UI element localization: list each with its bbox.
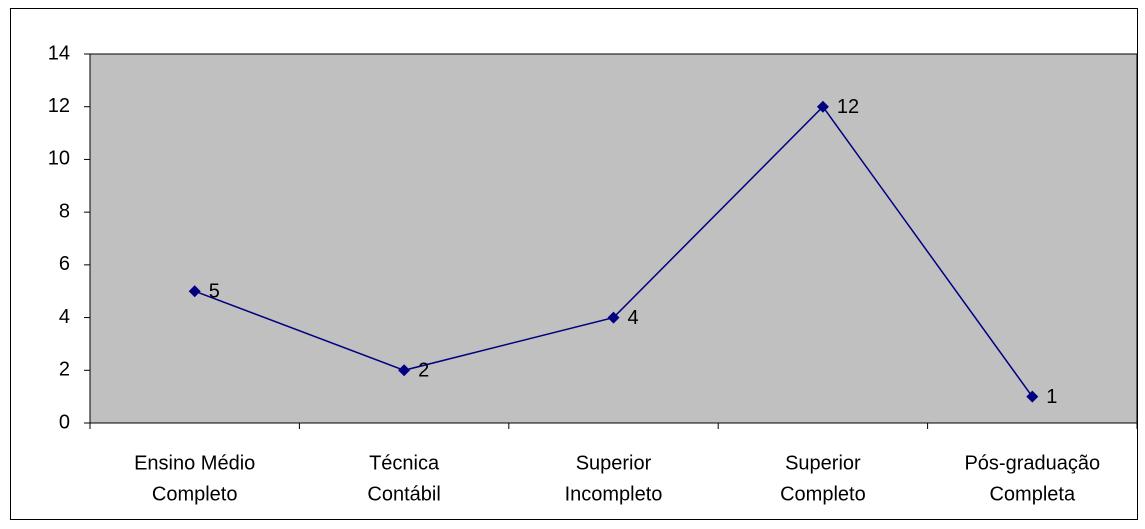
x-tick-label: Ensino Médio <box>134 452 255 474</box>
marker <box>398 364 411 377</box>
y-tick-label: 14 <box>48 42 70 64</box>
x-tick-label: Completo <box>780 483 866 505</box>
x-tick-label: Superior <box>576 452 652 474</box>
plot-area <box>89 53 1138 424</box>
data-label: 5 <box>209 280 220 302</box>
x-tick-label: Superior <box>785 452 861 474</box>
marker <box>1026 390 1039 403</box>
data-label: 1 <box>1046 386 1057 408</box>
y-tick-label: 2 <box>59 359 70 381</box>
x-tick-label: Pós-graduação <box>964 452 1100 474</box>
marker <box>816 100 829 113</box>
y-tick-label: 8 <box>59 200 70 222</box>
marker <box>607 311 620 324</box>
y-tick-label: 10 <box>48 148 70 170</box>
x-tick-label: Incompleto <box>565 483 663 505</box>
y-tick-label: 4 <box>59 306 70 328</box>
data-label: 12 <box>837 96 859 118</box>
data-label: 4 <box>628 307 639 329</box>
y-tick-label: 6 <box>59 253 70 275</box>
y-tick-label: 0 <box>59 411 70 433</box>
marker <box>188 285 201 298</box>
x-tick-label: Completo <box>152 483 238 505</box>
x-tick-label: Técnica <box>369 452 440 474</box>
x-tick-label: Completa <box>989 483 1075 505</box>
y-tick-label: 12 <box>48 95 70 117</box>
x-tick-label: Contábil <box>367 483 440 505</box>
data-label: 2 <box>418 360 429 382</box>
